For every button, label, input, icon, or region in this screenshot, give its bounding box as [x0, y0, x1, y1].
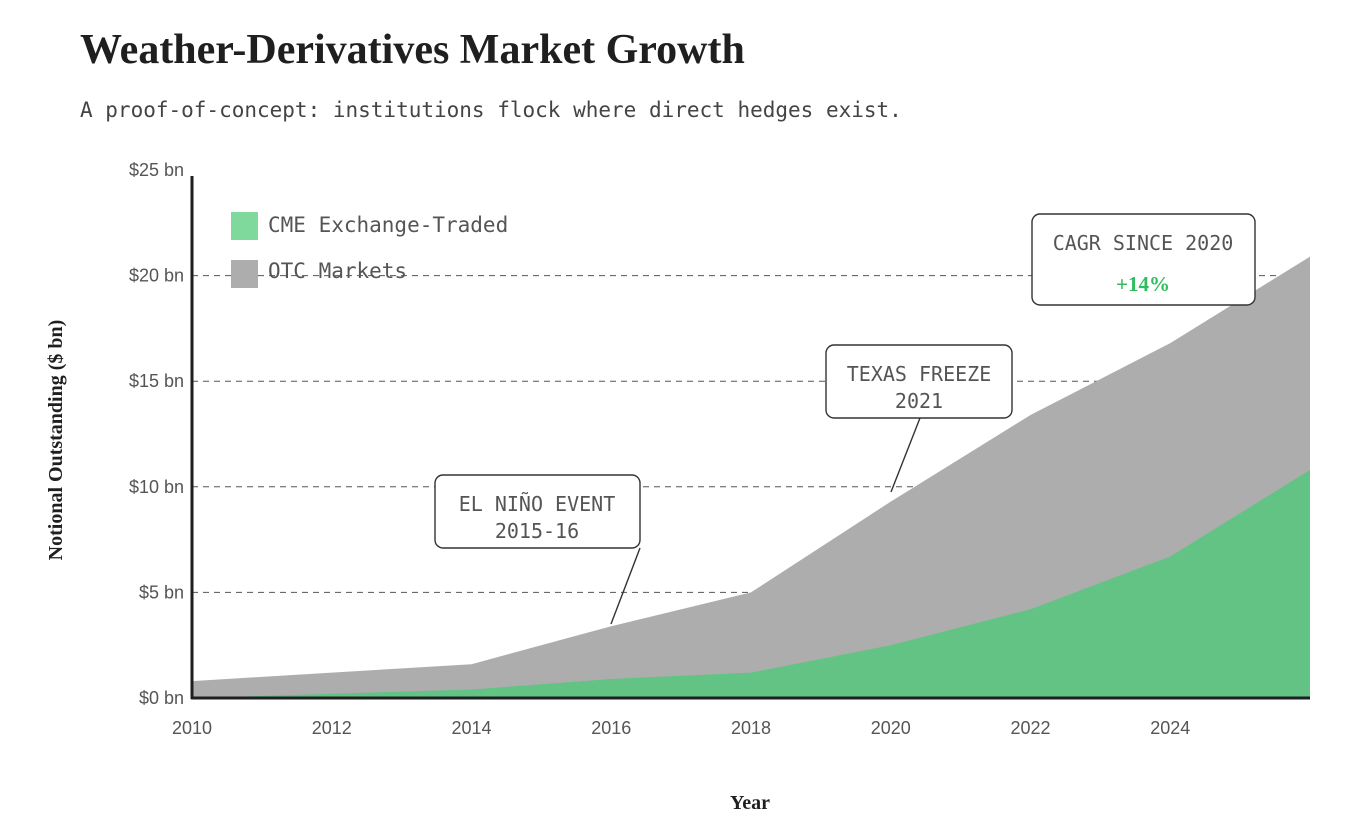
x-tick-label: 2010 — [172, 718, 212, 738]
x-tick-label: 2022 — [1010, 718, 1050, 738]
y-tick-label: $25 bn — [129, 160, 184, 180]
tick-labels: $0 bn $5 bn $10 bn $15 bn $20 bn $25 bn 2010 20… — [129, 160, 1190, 738]
annotation-texas-freeze-line1: TEXAS FREEZE — [847, 362, 992, 386]
annotation-texas-freeze-line2: 2021 — [895, 389, 943, 413]
annotation-texas-freeze-box — [825, 344, 1013, 419]
series-areas — [192, 256, 1310, 698]
annotation-cagr-box — [1031, 213, 1256, 306]
annotation-texas-freeze: TEXAS FREEZE 2021 — [825, 344, 1013, 493]
annotation-texas-freeze-leader — [890, 417, 921, 493]
y-axis-title: Notional Outstanding ($ bn) — [45, 320, 67, 561]
annotation-cagr: CAGR SINCE 2020 +14% — [1031, 213, 1256, 306]
x-tick-label: 2020 — [871, 718, 911, 738]
x-axis-title: Year — [730, 792, 770, 814]
x-tick-label: 2018 — [731, 718, 771, 738]
legend-label-cme: CME Exchange-Traded — [268, 213, 508, 237]
axes — [190, 176, 1310, 700]
annotation-cagr-title: CAGR SINCE 2020 — [1053, 231, 1234, 255]
x-tick-label: 2014 — [451, 718, 491, 738]
annotation-el-nino: EL NIÑO EVENT 2015-16 — [434, 474, 641, 625]
x-tick-label: 2016 — [591, 718, 631, 738]
area-series-cme — [192, 469, 1310, 698]
annotation-el-nino-line1: EL NIÑO EVENT — [459, 492, 616, 516]
annotation-cagr-value: +14% — [1116, 272, 1170, 296]
annotation-el-nino-box — [434, 474, 641, 549]
annotation-el-nino-leader — [610, 547, 641, 625]
y-tick-label: $5 bn — [139, 582, 184, 602]
legend: CME Exchange-Traded OTC Markets — [231, 212, 508, 288]
chart-title: Weather-Derivatives Market Growth — [80, 27, 745, 73]
y-tick-label: $0 bn — [139, 688, 184, 708]
area-series-otc — [192, 256, 1310, 698]
x-tick-label: 2012 — [312, 718, 352, 738]
x-tick-label: 2024 — [1150, 718, 1190, 738]
y-tick-label: $20 bn — [129, 266, 184, 286]
annotation-el-nino-line2: 2015-16 — [495, 519, 579, 543]
legend-swatch-otc — [231, 260, 258, 288]
y-tick-label: $10 bn — [129, 477, 184, 497]
legend-swatch-cme — [231, 212, 258, 240]
chart-subtitle: A proof-of-concept: institutions flock w… — [80, 98, 902, 122]
legend-label-otc: OTC Markets — [268, 259, 407, 283]
y-tick-label: $15 bn — [129, 371, 184, 391]
